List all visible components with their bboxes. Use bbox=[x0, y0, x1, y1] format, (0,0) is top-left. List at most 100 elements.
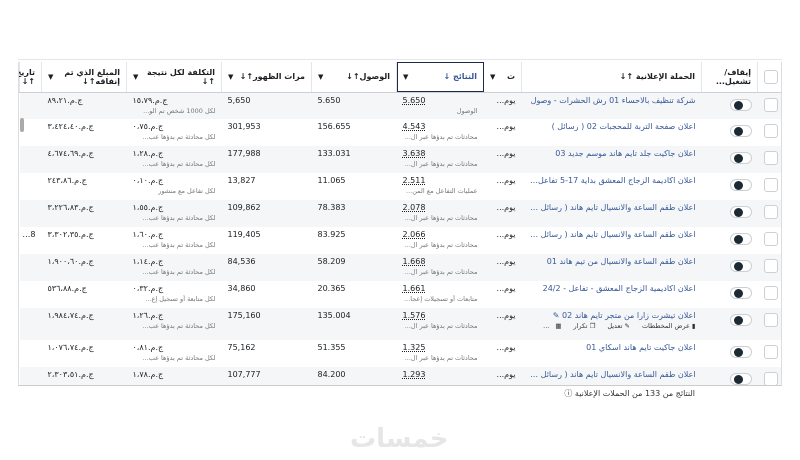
campaign-link[interactable]: اعلان طقم الساعة والانسيال من تيم هاند 0… bbox=[546, 257, 696, 266]
chevron-down-icon[interactable]: ▼ bbox=[318, 73, 324, 81]
campaign-cell[interactable]: اعلان تيشرت زارا من متجر تايم هاند 02 ✎ ▮… bbox=[521, 308, 702, 340]
select-all-checkbox[interactable] bbox=[757, 62, 781, 93]
chevron-down-icon[interactable]: ▼ bbox=[48, 73, 54, 81]
row-toggle[interactable] bbox=[702, 340, 758, 367]
delivery-cell: يوم... bbox=[496, 343, 516, 352]
campaign-cell[interactable]: اعلان جاكيت جلد تايم هاند موسم جديد 03 bbox=[521, 146, 702, 173]
row-checkbox[interactable] bbox=[757, 92, 781, 119]
row-checkbox[interactable] bbox=[757, 146, 781, 173]
cell-subtitle: محادثات تم بدؤها عبر ال... bbox=[404, 133, 478, 141]
campaign-link[interactable]: اعلان جاكيت تايم هاند اسكاي 01 bbox=[586, 343, 696, 352]
chevron-down-icon[interactable]: ▼ bbox=[228, 73, 234, 81]
campaign-link[interactable]: اعلان جاكيت جلد تايم هاند موسم جديد 03 bbox=[555, 149, 696, 158]
table-row[interactable]: اعلان اكاديمة الزجاج المعشق بداية 17-5 ت… bbox=[20, 173, 782, 200]
cell-subtitle: لكل محادثة تم بدؤها عب... bbox=[142, 133, 216, 141]
header-delivery[interactable]: ت ▼ bbox=[483, 62, 522, 93]
toggle-switch[interactable] bbox=[729, 98, 752, 111]
header-toggle[interactable]: إيقاف/ تشغيل... bbox=[701, 62, 758, 93]
cell-subtitle: لكل محادثة تم بدؤها عب... bbox=[142, 322, 216, 330]
more-icon[interactable]: ... bbox=[543, 322, 550, 330]
spent-value: ج.م.٥٣٦،٨٨ bbox=[47, 284, 87, 293]
table-row[interactable]: اعلان طقم الساعة والانسيال تايم هاند ( ر… bbox=[19, 200, 781, 227]
toggle-switch[interactable] bbox=[729, 152, 752, 164]
campaign-cell[interactable]: شركة تنظيف بالاحساء 01 رش الحشرات - وصول bbox=[521, 92, 702, 119]
table-row[interactable]: اعلان جاكيت جلد تايم هاند موسم جديد 03 ي… bbox=[19, 146, 781, 173]
row-checkbox[interactable] bbox=[758, 119, 782, 146]
header-reach[interactable]: الوصول↑↓ ▼ bbox=[311, 62, 397, 93]
campaign-cell[interactable]: اعلان صفحة التربة للمحجبات 02 ( رسائل ) bbox=[522, 119, 702, 146]
toggle-switch[interactable] bbox=[729, 346, 752, 358]
chevron-down-icon[interactable]: ▼ bbox=[133, 73, 139, 81]
campaign-cell[interactable]: اعلان طقم الساعة والانسيال من تيم هاند 0… bbox=[521, 254, 702, 281]
table-row[interactable]: اعلان طقم الساعة والانسيال من تيم هاند 0… bbox=[19, 254, 781, 281]
row-toggle[interactable] bbox=[701, 146, 758, 173]
header-campaign[interactable]: الحملة الإعلانية ↑↓ bbox=[521, 62, 702, 93]
header-impressions[interactable]: مرات الظهور↑↓ ▼ bbox=[221, 62, 312, 93]
row-checkbox[interactable] bbox=[757, 367, 781, 385]
table-row[interactable]: اعلان اكاديمية الزجاج المعشق - تفاعل - 2… bbox=[20, 281, 782, 308]
row-checkbox[interactable] bbox=[758, 227, 782, 254]
results-value: 2.066 bbox=[402, 230, 426, 239]
toggle-switch[interactable] bbox=[729, 206, 752, 218]
row-toggle[interactable] bbox=[702, 227, 758, 254]
row-toggle[interactable] bbox=[701, 308, 758, 340]
campaign-link[interactable]: اعلان اكاديمية الزجاج المعشق - تفاعل - 2… bbox=[542, 284, 696, 293]
row-toggle[interactable] bbox=[702, 281, 758, 308]
duplicate-action[interactable]: ❐ تكرار bbox=[573, 322, 596, 330]
header-spent[interactable]: المبلغ الذي تم إنفاقه↑↓ ▼ bbox=[41, 62, 127, 93]
row-checkbox[interactable] bbox=[758, 281, 782, 308]
campaign-link[interactable]: شركة تنظيف بالاحساء 01 رش الحشرات - وصول bbox=[530, 95, 696, 105]
row-checkbox[interactable] bbox=[757, 308, 781, 340]
table-row[interactable]: شركة تنظيف بالاحساء 01 رش الحشرات - وصول… bbox=[19, 92, 781, 119]
campaign-link[interactable]: اعلان طقم الساعة والانسيال تايم هاند ( ر… bbox=[522, 203, 696, 212]
toggle-switch[interactable] bbox=[729, 287, 752, 299]
scrollbar[interactable] bbox=[20, 118, 24, 132]
chart-icon[interactable]: ▦ bbox=[555, 322, 562, 330]
chevron-down-icon[interactable]: ▼ bbox=[490, 73, 496, 81]
info-icon[interactable]: ⓘ bbox=[564, 389, 573, 398]
row-toggle[interactable] bbox=[701, 200, 758, 227]
toggle-switch[interactable] bbox=[729, 260, 752, 272]
campaign-cell[interactable]: اعلان طقم الساعة والانسيال تايم هاند ( ر… bbox=[521, 367, 702, 385]
toggle-switch[interactable] bbox=[729, 125, 752, 137]
header-results[interactable]: النتائج ↓ ▼ bbox=[396, 62, 484, 93]
table-row[interactable]: اعلان طقم الساعة والانسيال تايم هاند ( ر… bbox=[20, 227, 782, 254]
table-row[interactable]: اعلان جاكيت تايم هاند اسكاي 01 يوم... 1.… bbox=[20, 340, 782, 367]
row-checkbox[interactable] bbox=[757, 200, 781, 227]
toggle-switch[interactable] bbox=[729, 373, 752, 385]
row-toggle[interactable] bbox=[702, 173, 758, 200]
campaign-cell[interactable]: اعلان اكاديمة الزجاج المعشق بداية 17-5 ت… bbox=[522, 173, 702, 200]
header-cost[interactable]: التكلفة لكل نتيجة ↑↓ ▼ bbox=[126, 62, 222, 93]
date-cell bbox=[20, 173, 42, 200]
header-date[interactable]: تاريخ ↑↓ bbox=[19, 62, 42, 93]
toggle-switch[interactable] bbox=[729, 314, 752, 326]
charts-action[interactable]: ▮ عرض المخططات bbox=[641, 322, 696, 330]
table-row[interactable]: اعلان تيشرت زارا من متجر تايم هاند 02 ✎ ▮… bbox=[19, 308, 781, 340]
table-row[interactable]: اعلان طقم الساعة والانسيال تايم هاند ( ر… bbox=[19, 367, 781, 385]
row-checkbox[interactable] bbox=[757, 254, 781, 281]
table-row[interactable]: اعلان صفحة التربة للمحجبات 02 ( رسائل ) … bbox=[20, 119, 782, 146]
row-toggle[interactable] bbox=[701, 367, 758, 385]
row-checkbox[interactable] bbox=[758, 173, 782, 200]
campaign-link[interactable]: اعلان اكاديمة الزجاج المعشق بداية 17-5 ت… bbox=[522, 176, 696, 185]
campaign-link[interactable]: اعلان صفحة التربة للمحجبات 02 ( رسائل ) bbox=[551, 122, 696, 131]
cell-subtitle: محادثات تم بدؤها عبر ال... bbox=[404, 241, 478, 249]
campaign-link[interactable]: اعلان طقم الساعة والانسيال تايم هاند ( ر… bbox=[522, 230, 696, 239]
toggle-switch[interactable] bbox=[729, 179, 752, 191]
row-toggle[interactable] bbox=[702, 119, 758, 146]
campaign-link[interactable]: اعلان طقم الساعة والانسيال تايم هاند ( ر… bbox=[522, 370, 696, 379]
row-checkbox[interactable] bbox=[758, 340, 782, 367]
campaign-cell[interactable]: اعلان طقم الساعة والانسيال تايم هاند ( ر… bbox=[522, 227, 702, 254]
results-value: 1.576 bbox=[402, 311, 426, 320]
toggle-switch[interactable] bbox=[729, 233, 752, 245]
campaign-cell[interactable]: اعلان جاكيت تايم هاند اسكاي 01 bbox=[522, 340, 702, 367]
cost-cell: ج.م.٠،٣٢ لكل متابعة أو تسجيل إع... bbox=[127, 281, 222, 308]
row-toggle[interactable] bbox=[701, 92, 758, 119]
campaign-cell[interactable]: اعلان طقم الساعة والانسيال تايم هاند ( ر… bbox=[521, 200, 702, 227]
campaign-cell[interactable]: اعلان اكاديمية الزجاج المعشق - تفاعل - 2… bbox=[522, 281, 702, 308]
campaign-link[interactable]: اعلان تيشرت زارا من متجر تايم هاند 02 ✎ bbox=[552, 311, 696, 320]
chevron-down-icon[interactable]: ▼ bbox=[403, 73, 409, 81]
edit-action[interactable]: ✎ تعديل bbox=[607, 322, 630, 330]
delivery-cell: يوم... bbox=[496, 122, 516, 131]
row-toggle[interactable] bbox=[701, 254, 758, 281]
